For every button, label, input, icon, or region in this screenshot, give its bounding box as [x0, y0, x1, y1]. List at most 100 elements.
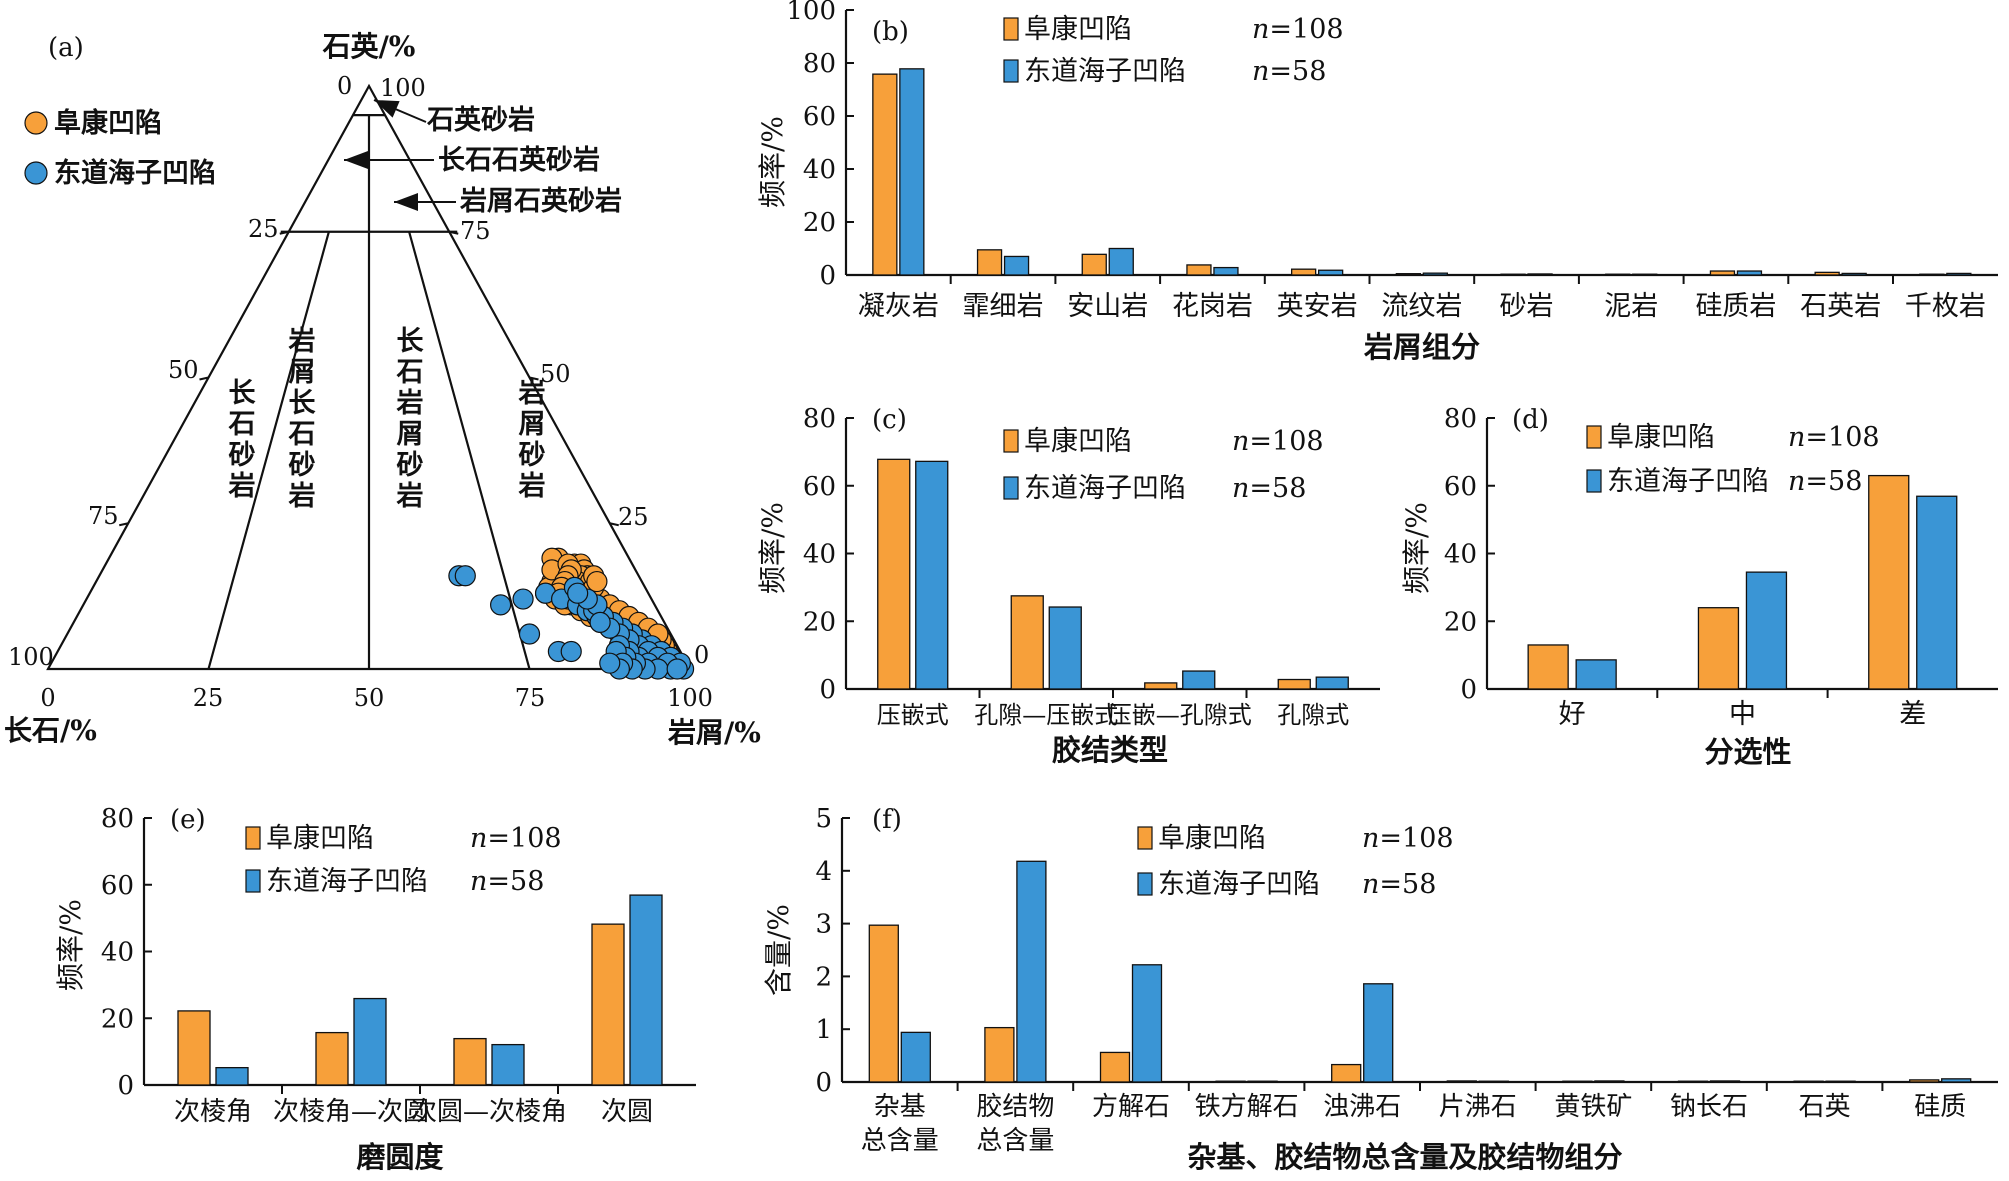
- dongdao-bar: [1363, 983, 1394, 1083]
- fukang-bar: [1081, 253, 1107, 276]
- fukang-legend-swatch: [1137, 826, 1153, 850]
- dongdao-legend-swatch: [1586, 469, 1602, 493]
- dongdao-point: [589, 611, 611, 633]
- legend-n-symbol: n: [1232, 426, 1249, 457]
- dongdao-point: [567, 582, 589, 604]
- dongdao-legend-count: n=58: [1362, 869, 1436, 900]
- base-tick-label: 0: [40, 684, 55, 712]
- left-side-tick: [119, 522, 129, 527]
- legend-n-value: =58: [487, 866, 544, 897]
- fukang-legend-label: 阜康凹陷: [1024, 14, 1132, 45]
- legend-n-value: =58: [1805, 466, 1862, 497]
- dongdao-legend-count: n=58: [470, 866, 544, 897]
- legend-n-symbol: n: [1788, 466, 1805, 497]
- fukang-bar: [1697, 607, 1740, 690]
- field-label-feldspathic-quartz-sandstone: 长石石英砂岩: [438, 145, 600, 176]
- fukang-bar: [177, 1010, 211, 1086]
- y-axis-title: 频率/%: [54, 899, 87, 991]
- dongdao-legend-swatch: [1003, 476, 1019, 500]
- fukang-bar: [868, 924, 899, 1083]
- dongdao-legend-swatch: [1003, 59, 1019, 83]
- fukang-legend-count: n=108: [1252, 14, 1344, 45]
- right-side-tick: [449, 230, 459, 235]
- y-tick-label: 20: [1444, 607, 1477, 637]
- category-label: 胶结物总含量: [976, 1092, 1054, 1156]
- legend-n-value: =108: [1805, 422, 1879, 453]
- panel-label: (a): [48, 33, 84, 63]
- right-side-tick: [529, 376, 539, 381]
- fukang-bar: [1919, 273, 1945, 276]
- feldspathic-quartz-sandstone-arrowhead: [344, 151, 368, 169]
- dongdao-bar: [1632, 273, 1658, 276]
- fukang-bar: [315, 1031, 349, 1086]
- field-label-litharenite: 屑: [519, 409, 546, 440]
- field-label-litharenite: 岩: [518, 471, 546, 502]
- field-label-lithic_arkose: 屑: [289, 357, 316, 388]
- lithic-apex-label: 岩屑/%: [667, 716, 761, 749]
- fukang-legend-count: n=108: [1232, 426, 1324, 457]
- fukang-bar: [591, 923, 625, 1086]
- right-side-tick: [609, 522, 619, 527]
- fukang-bar: [1814, 271, 1840, 276]
- dongdao-bar: [353, 997, 387, 1086]
- legend-n-symbol: n: [1788, 422, 1805, 453]
- legend-n-symbol: n: [470, 823, 487, 854]
- y-tick-label: 40: [1444, 540, 1477, 570]
- left-side-tick-label: 100: [8, 643, 54, 671]
- right-side-tick-label: 75: [460, 217, 491, 245]
- category-label-line: 总含量: [976, 1126, 1054, 1156]
- dongdao-bar: [1736, 270, 1763, 276]
- y-tick-label: 20: [803, 208, 836, 238]
- dongdao-bar: [1941, 1078, 1972, 1083]
- dongdao-bar: [1247, 1080, 1278, 1083]
- field-label-feldspathic_litharenite: 岩: [396, 388, 424, 419]
- fukang-bar: [1605, 273, 1631, 276]
- fukang-legend-swatch: [1003, 429, 1019, 453]
- fukang-bar: [1677, 1080, 1709, 1083]
- dongdao-bar: [1946, 272, 1972, 276]
- category-label: 次圆: [601, 1097, 653, 1127]
- category-label: 孔隙—压嵌式: [974, 701, 1118, 729]
- fukang-bar: [984, 1026, 1015, 1083]
- y-tick-label: 4: [815, 857, 832, 887]
- fukang-bar: [1186, 264, 1212, 276]
- field-label-litharenite: 砂: [519, 440, 546, 471]
- quartz-apex-label: 石英/%: [322, 30, 416, 63]
- category-label: 凝灰岩: [858, 291, 939, 322]
- y-tick-label: 60: [101, 871, 134, 901]
- legend-n-value: =58: [1379, 869, 1436, 900]
- dongdao-bar: [915, 460, 949, 690]
- y-tick-label: 40: [803, 155, 836, 185]
- dongdao-legend-label: 东道海子凹陷: [1158, 869, 1320, 900]
- dongdao-bar: [1016, 860, 1047, 1083]
- base-tick-label: 75: [515, 684, 546, 712]
- fukang-bar: [1446, 1080, 1477, 1083]
- y-tick-label: 0: [819, 261, 836, 291]
- panel-label: (c): [872, 405, 907, 435]
- fukang-legend-label: 阜康凹陷: [266, 823, 374, 854]
- dongdao-bar: [629, 894, 663, 1086]
- category-label: 压嵌—孔隙式: [1108, 701, 1252, 729]
- y-tick-label: 20: [803, 607, 836, 637]
- category-label: 差: [1899, 699, 1926, 730]
- field-label-feldspathic_litharenite: 石: [396, 357, 424, 388]
- right-side-tick-label: 0: [694, 641, 709, 669]
- category-label: 千枚岩: [1905, 291, 1986, 322]
- base-tick-label: 25: [193, 684, 224, 712]
- category-label-line: 杂基: [874, 1092, 926, 1122]
- field-label-lithic-quartz-sandstone: 岩屑石英砂岩: [459, 186, 622, 217]
- fukang-bar: [877, 458, 911, 690]
- category-label: 石英: [1799, 1092, 1851, 1122]
- panel-label: (f): [872, 805, 902, 835]
- fukang-legend-label: 阜康凹陷: [1607, 422, 1715, 453]
- fukang-bar: [1215, 1080, 1246, 1083]
- x-axis-title: 磨圆度: [356, 1140, 443, 1174]
- dongdao-legend-label: 东道海子凹陷: [266, 866, 428, 897]
- y-tick-label: 5: [815, 804, 832, 834]
- field-label-feldspathic_litharenite: 长: [397, 326, 425, 357]
- dongdao-bar: [215, 1066, 249, 1086]
- dongdao-bar: [1213, 266, 1239, 276]
